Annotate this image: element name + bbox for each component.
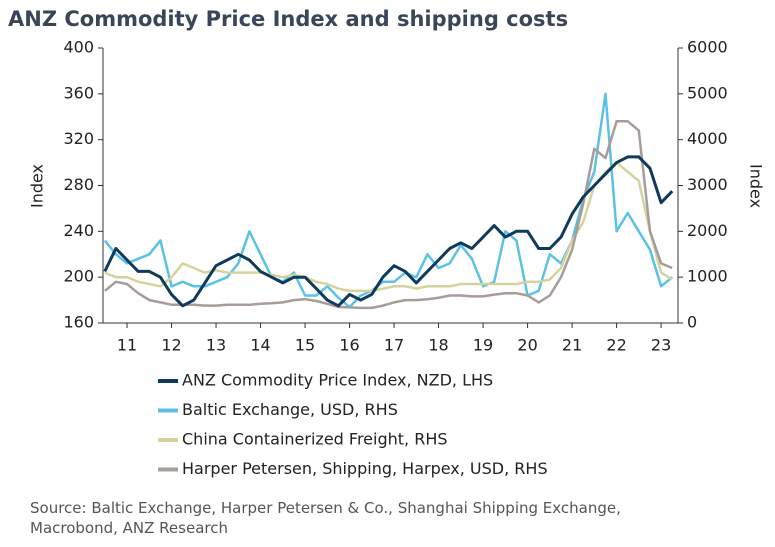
- y2-axis-title: Index: [747, 164, 766, 208]
- x-tick-label: 22: [606, 336, 626, 355]
- y-tick-label: 240: [63, 221, 94, 240]
- y2-tick-label: 4000: [687, 129, 728, 148]
- legend-label: Baltic Exchange, USD, RHS: [182, 400, 398, 419]
- x-tick-label: 23: [651, 336, 671, 355]
- chart-title: ANZ Commodity Price Index and shipping c…: [8, 7, 568, 31]
- legend-label: ANZ Commodity Price Index, NZD, LHS: [182, 371, 493, 390]
- y-tick-label: 160: [63, 313, 94, 332]
- x-tick-label: 11: [117, 336, 137, 355]
- y-tick-label: 360: [63, 83, 94, 102]
- x-tick-label: 12: [161, 336, 181, 355]
- y2-tick-label: 3000: [687, 175, 728, 194]
- y-axis-title: Index: [28, 164, 47, 208]
- legend-label: Harper Petersen, Shipping, Harpex, USD, …: [182, 459, 548, 478]
- y2-tick-label: 1000: [687, 267, 728, 286]
- x-tick-label: 16: [339, 336, 359, 355]
- y2-tick-label: 5000: [687, 83, 728, 102]
- y-tick-label: 320: [63, 129, 94, 148]
- source-note: Source: Baltic Exchange, Harper Petersen…: [30, 499, 621, 537]
- x-tick-label: 21: [562, 336, 582, 355]
- y2-tick-label: 6000: [687, 38, 728, 57]
- y-tick-label: 200: [63, 267, 94, 286]
- series-line: [103, 155, 674, 308]
- x-tick-label: 17: [384, 336, 404, 355]
- x-tick-label: 15: [295, 336, 315, 355]
- series-line: [104, 120, 673, 310]
- series-line: [103, 92, 673, 309]
- y-tick-label: 400: [63, 38, 94, 57]
- x-tick-label: 13: [206, 336, 226, 355]
- y-tick-label: 280: [63, 175, 94, 194]
- x-tick-label: 14: [250, 336, 270, 355]
- legend-label: China Containerized Freight, RHS: [182, 430, 448, 449]
- y2-tick-label: 2000: [687, 221, 728, 240]
- x-tick-label: 18: [428, 336, 448, 355]
- x-tick-label: 20: [517, 336, 537, 355]
- y2-tick-label: 0: [687, 313, 697, 332]
- x-tick-label: 19: [473, 336, 493, 355]
